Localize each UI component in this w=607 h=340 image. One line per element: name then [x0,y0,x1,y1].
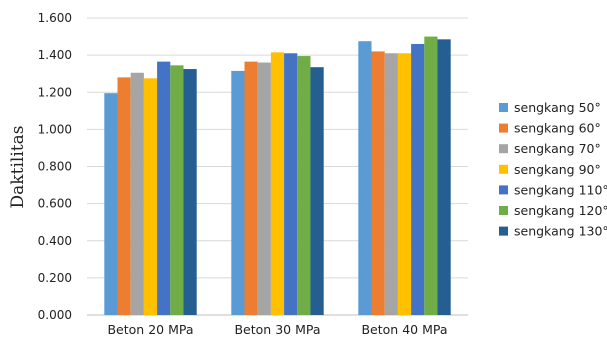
legend-swatch [499,206,508,215]
y-tick-label: 0.200 [38,271,72,285]
bar [104,93,118,315]
bar [143,78,158,315]
x-category-label: Beton 40 MPa [361,322,447,337]
bar [371,51,385,315]
bar [231,70,245,315]
bar [358,41,372,315]
bar [437,39,451,316]
y-tick-label: 0.600 [38,197,72,211]
legend: sengkang 50° sengkang 60° sengkang 70° seng… [499,100,607,239]
legend-label: sengkang 60° [514,121,601,136]
y-tick-label: 1.200 [38,85,72,99]
legend-label: sengkang 110° [514,182,607,197]
x-category-label: Beton 30 MPa [234,322,320,337]
bar [397,53,412,316]
legend-swatch [499,164,508,174]
legend-label: sengkang 130° [514,224,607,239]
bar [183,69,197,315]
y-axis-ticks: 0.000 0.200 0.400 0.600 0.800 1.000 1.200 1.400… [38,11,72,322]
bars [104,36,451,316]
legend-label: sengkang 120° [514,203,607,218]
y-tick-label: 0.800 [38,160,72,174]
bar [244,61,258,316]
bar [411,43,425,316]
bar [157,61,171,316]
bar [257,62,271,315]
legend-label: sengkang 90° [514,162,601,177]
bar [170,65,184,315]
x-axis-categories: Beton 20 MPa Beton 30 MPa Beton 40 MPa [107,322,447,337]
bar [130,72,144,316]
bar [424,36,438,315]
y-axis-label: Daktilitas [8,126,28,209]
legend-label: sengkang 70° [514,141,601,156]
y-tick-label: 0.000 [38,308,72,322]
legend-swatch [499,185,508,195]
bar [117,77,131,316]
bar [297,56,311,315]
bar [270,52,285,315]
bar [310,67,324,315]
y-tick-label: 1.000 [38,122,72,136]
legend-swatch [499,123,508,133]
legend-swatch [499,103,508,112]
legend-swatch [499,144,508,154]
bar [384,53,398,316]
legend-swatch [499,226,508,236]
y-tick-label: 0.400 [38,234,72,248]
y-tick-label: 1.400 [38,48,72,62]
y-tick-label: 1.600 [38,11,72,25]
x-category-label: Beton 20 MPa [107,322,193,337]
legend-label: sengkang 50° [514,100,601,115]
bar [284,53,298,316]
